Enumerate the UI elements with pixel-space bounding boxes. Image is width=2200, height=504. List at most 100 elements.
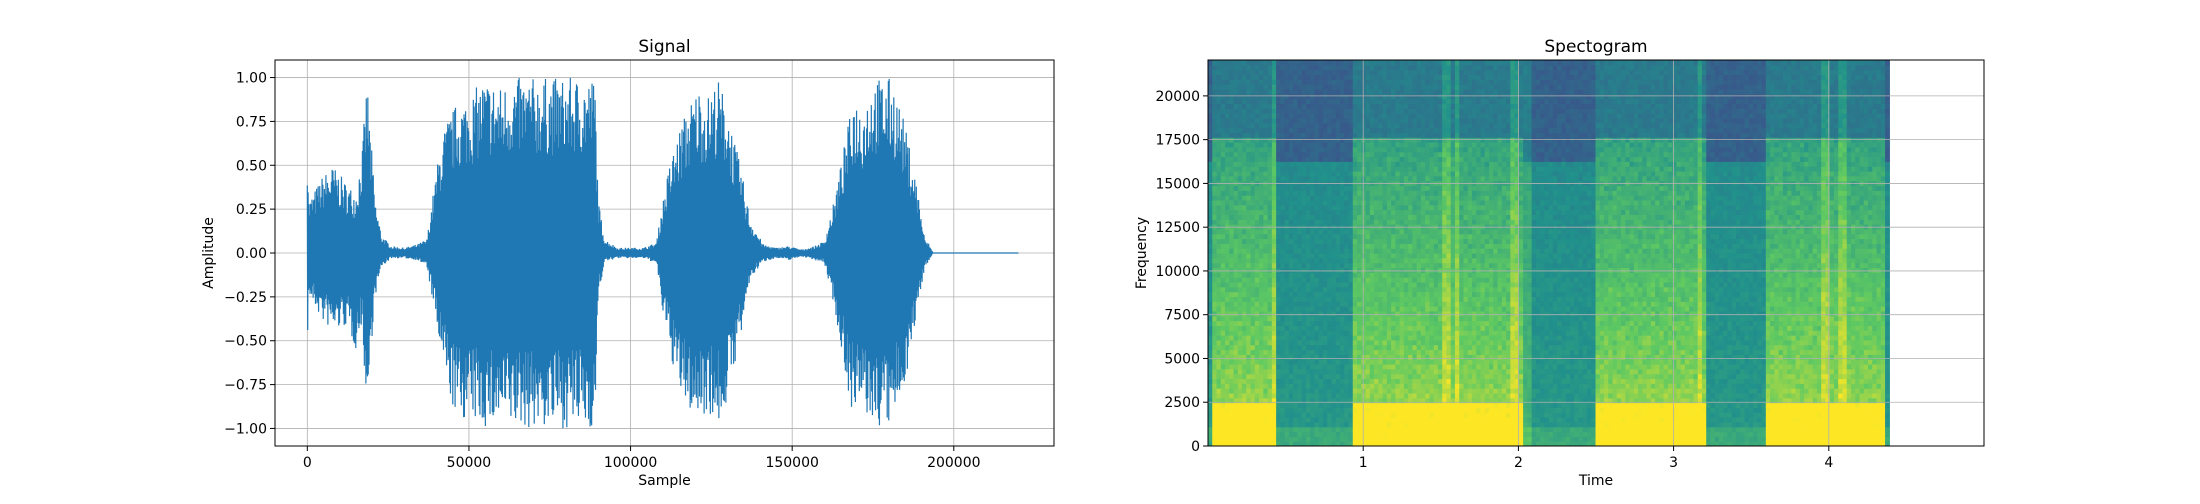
spectrogram-cell <box>1302 427 1307 432</box>
spectrogram-cell <box>1412 359 1417 364</box>
spectrogram-cell <box>1464 378 1469 383</box>
spectrogram-cell <box>1370 277 1375 282</box>
spectrogram-cell <box>1361 224 1366 229</box>
spectrogram-cell <box>1425 277 1430 282</box>
spectrogram-cell <box>1331 84 1336 89</box>
spectrogram-cell <box>1383 287 1388 292</box>
spectrogram-cell <box>1272 359 1277 364</box>
spectrogram-cell <box>1255 374 1260 379</box>
spectrogram-cell <box>1446 113 1451 118</box>
spectrogram-cell <box>1276 185 1281 190</box>
spectrogram-cell <box>1378 301 1383 306</box>
spectrogram-cell <box>1306 263 1311 268</box>
spectrogram-cell <box>1425 335 1430 340</box>
spectrogram-cell <box>1366 89 1371 94</box>
spectrogram-cell <box>1272 118 1277 123</box>
spectrogram-cell <box>1344 354 1349 359</box>
spectrogram-cell <box>1391 219 1396 224</box>
spectrogram-cell <box>1229 171 1234 176</box>
spectrogram-cell <box>1310 340 1315 345</box>
spectrogram-cell <box>1425 200 1430 205</box>
spectrogram-cell <box>1421 432 1426 437</box>
spectrogram-cell <box>1293 296 1298 301</box>
spectrogram-cell <box>1263 267 1268 272</box>
spectrogram-cell <box>1251 383 1256 388</box>
spectrogram-cell <box>1263 132 1268 137</box>
spectrogram-cell <box>1255 195 1260 200</box>
spectrogram-cell <box>1374 359 1379 364</box>
spectrogram-cell <box>1289 330 1294 335</box>
spectrogram-cell <box>1455 316 1460 321</box>
spectrogram-cell <box>1412 350 1417 355</box>
spectrogram-cell <box>1242 176 1247 181</box>
spectrogram-cell <box>1280 229 1285 234</box>
spectrogram-cell <box>1217 263 1222 268</box>
spectrogram-cell <box>1234 258 1239 263</box>
spectrogram-cell <box>1357 364 1362 369</box>
spectrogram-cell <box>1251 340 1256 345</box>
spectrogram-cell <box>1268 142 1273 147</box>
spectrogram-cell <box>1259 243 1264 248</box>
spectrogram-cell <box>1314 79 1319 84</box>
spectrogram-cell <box>1438 436 1443 441</box>
spectrogram-cell <box>1302 89 1307 94</box>
spectrogram-cell <box>1263 345 1268 350</box>
spectrogram-cell <box>1425 84 1430 89</box>
spectrogram-cell <box>1455 89 1460 94</box>
spectrogram-cell <box>1434 239 1439 244</box>
spectrogram-cell <box>1361 383 1366 388</box>
spectrogram-cell <box>1464 321 1469 326</box>
spectrogram-cell <box>1246 393 1251 398</box>
spectrogram-cell <box>1404 292 1409 297</box>
spectrogram-cell <box>1387 234 1392 239</box>
spectrogram-cell <box>1468 229 1473 234</box>
spectrogram-cell <box>1464 185 1469 190</box>
spectrogram-cell <box>1425 229 1430 234</box>
spectrogram-cell <box>1395 84 1400 89</box>
spectrogram-cell <box>1429 195 1434 200</box>
spectrogram-cell <box>1293 422 1298 427</box>
spectrogram-cell <box>1225 383 1230 388</box>
spectrogram-cell <box>1387 219 1392 224</box>
spectrogram-cell <box>1285 364 1290 369</box>
spectrogram-cell <box>1285 185 1290 190</box>
spectrogram-cell <box>1314 292 1319 297</box>
spectrogram-cell <box>1417 383 1422 388</box>
spectrogram-cell <box>1361 345 1366 350</box>
spectrogram-cell <box>1297 330 1302 335</box>
spectrogram-cell <box>1408 171 1413 176</box>
spectrogram-cell <box>1259 403 1264 408</box>
spectrogram-cell <box>1263 210 1268 215</box>
spectrogram-cell <box>1395 166 1400 171</box>
spectrogram-cell <box>1263 422 1268 427</box>
spectrogram-cell <box>1217 161 1222 166</box>
spectrogram-cell <box>1331 330 1336 335</box>
spectrogram-cell <box>1246 335 1251 340</box>
spectrogram-cell <box>1306 417 1311 422</box>
spectrogram-cell <box>1217 205 1222 210</box>
spectrogram-cell <box>1459 316 1464 321</box>
spectrogram-cell <box>1349 383 1354 388</box>
spectrogram-cell <box>1366 65 1371 70</box>
spectrogram-cell <box>1446 345 1451 350</box>
spectrogram-cell <box>1229 422 1234 427</box>
spectrogram-cell <box>1412 70 1417 75</box>
spectrogram-cell <box>1357 166 1362 171</box>
spectrogram-cell <box>1370 321 1375 326</box>
spectrogram-cell <box>1310 65 1315 70</box>
spectrogram-cell <box>1442 84 1447 89</box>
spectrogram-cell <box>1464 282 1469 287</box>
spectrogram-cell <box>1446 306 1451 311</box>
spectrogram-cell <box>1340 263 1345 268</box>
spectrogram-cell <box>1212 147 1217 152</box>
spectrogram-cell <box>1421 166 1426 171</box>
spectrogram-cell <box>1425 132 1430 137</box>
spectrogram-cell <box>1259 224 1264 229</box>
spectrogram-cell <box>1451 321 1456 326</box>
spectrogram-cell <box>1340 272 1345 277</box>
spectrogram-cell <box>1425 403 1430 408</box>
spectrogram-cell <box>1361 248 1366 253</box>
spectrogram-cell <box>1357 210 1362 215</box>
spectrogram-cell <box>1383 335 1388 340</box>
spectrogram-cell <box>1221 383 1226 388</box>
